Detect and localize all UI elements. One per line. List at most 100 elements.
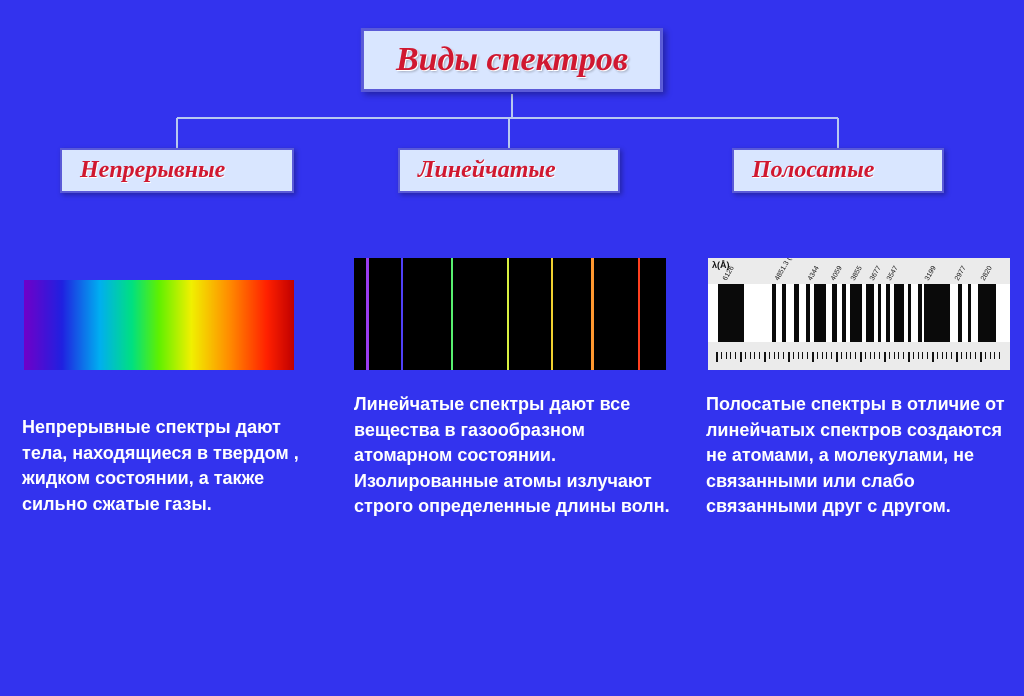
- scale-tick: [884, 352, 886, 362]
- scale-tick: [750, 352, 751, 359]
- scale-tick: [874, 352, 875, 359]
- scale-tick: [855, 352, 856, 359]
- wavelength-label: 2820: [980, 265, 994, 282]
- scale-tick: [951, 352, 952, 359]
- scale-tick: [783, 352, 784, 359]
- wavelength-label: 6126: [722, 265, 736, 282]
- spectral-line: [401, 258, 403, 370]
- scale-tick: [918, 352, 919, 359]
- scale-tick: [721, 352, 722, 359]
- wavelength-label: 2977: [954, 265, 968, 282]
- category-continuous-label: Непрерывные: [80, 157, 225, 183]
- scale-tick: [850, 352, 851, 359]
- scale-tick: [946, 352, 947, 359]
- spectral-band: [794, 284, 799, 342]
- scale-tick: [889, 352, 890, 359]
- spectral-line: [638, 258, 640, 370]
- wavelength-label: 4344: [807, 265, 821, 282]
- scale-tick: [865, 352, 866, 359]
- scale-tick: [870, 352, 871, 359]
- continuous-description: Непрерывные спектры дают тела, находящие…: [22, 415, 312, 517]
- scale-tick: [778, 352, 779, 359]
- scale-tick: [860, 352, 862, 362]
- scale-tick: [812, 352, 814, 362]
- spectral-band: [814, 284, 826, 342]
- scale-tick: [802, 352, 803, 359]
- category-continuous: Непрерывные: [60, 148, 294, 193]
- scale-tick: [894, 352, 895, 359]
- wavelength-label: 4851.3 (Hβ): [774, 258, 799, 282]
- scale-tick: [922, 352, 923, 359]
- spectral-band: [968, 284, 971, 342]
- spectral-band: [782, 284, 786, 342]
- scale-tick: [764, 352, 766, 362]
- scale-tick: [740, 352, 742, 362]
- spectral-band: [908, 284, 911, 342]
- scale-tick: [716, 352, 718, 362]
- line-description: Линейчатые спектры дают все вещества в г…: [354, 392, 674, 520]
- wavelength-label: 4059: [830, 265, 844, 282]
- scale-tick: [730, 352, 731, 359]
- wavelength-label: 3547: [886, 265, 900, 282]
- spectral-band: [924, 284, 950, 342]
- scale-tick: [807, 352, 808, 359]
- wavelength-label: 3855: [850, 265, 864, 282]
- scale-tick: [793, 352, 794, 359]
- category-line-label: Линейчатые: [418, 157, 556, 183]
- scale-tick: [999, 352, 1000, 359]
- spectral-band: [886, 284, 890, 342]
- scale-tick: [975, 352, 976, 359]
- wavelength-label: 3199: [924, 265, 938, 282]
- scale-tick: [798, 352, 799, 359]
- spectral-band: [958, 284, 962, 342]
- spectral-line: [507, 258, 509, 370]
- scale-tick: [898, 352, 899, 359]
- scale-tick: [927, 352, 928, 359]
- spectral-band: [806, 284, 810, 342]
- scale-tick: [745, 352, 746, 359]
- band-spectrum-image: λ(Å) 61264851.3 (Hβ)43444059385536773547…: [708, 258, 1010, 370]
- scale-tick: [759, 352, 760, 359]
- scale-tick: [932, 352, 934, 362]
- spectral-line: [451, 258, 453, 370]
- spectral-band: [772, 284, 776, 342]
- diagram-title: Виды спектров: [396, 41, 628, 78]
- scale-tick: [970, 352, 971, 359]
- line-spectrum-image: [354, 258, 666, 370]
- category-band: Полосатые: [732, 148, 944, 193]
- scale-tick: [841, 352, 842, 359]
- diagram-title-box: Виды спектров: [361, 28, 663, 92]
- scale-tick: [985, 352, 986, 359]
- scale-tick: [966, 352, 967, 359]
- scale-tick: [980, 352, 982, 362]
- scale-tick: [831, 352, 832, 359]
- spectral-line: [366, 258, 369, 370]
- spectral-band: [978, 284, 996, 342]
- scale-tick: [903, 352, 904, 359]
- scale-tick: [826, 352, 827, 359]
- scale-tick: [735, 352, 736, 359]
- spectral-band: [718, 284, 744, 342]
- spectral-band: [832, 284, 837, 342]
- scale-tick: [994, 352, 995, 359]
- scale-tick: [913, 352, 914, 359]
- spectral-band: [894, 284, 904, 342]
- scale-tick: [754, 352, 755, 359]
- spectral-line: [551, 258, 553, 370]
- scale-tick: [788, 352, 790, 362]
- spectral-band: [842, 284, 846, 342]
- scale-tick: [956, 352, 958, 362]
- scale-tick: [769, 352, 770, 359]
- scale-tick: [726, 352, 727, 359]
- spectral-band: [866, 284, 874, 342]
- band-description: Полосатые спектры в отличие от линейчаты…: [706, 392, 1008, 520]
- scale-tick: [774, 352, 775, 359]
- scale-tick: [990, 352, 991, 359]
- scale-tick: [961, 352, 962, 359]
- wavelength-label: 3677: [869, 265, 883, 282]
- category-band-label: Полосатые: [752, 157, 874, 183]
- continuous-spectrum-image: [24, 280, 294, 370]
- scale-tick: [846, 352, 847, 359]
- spectral-line: [591, 258, 594, 370]
- spectral-band: [918, 284, 922, 342]
